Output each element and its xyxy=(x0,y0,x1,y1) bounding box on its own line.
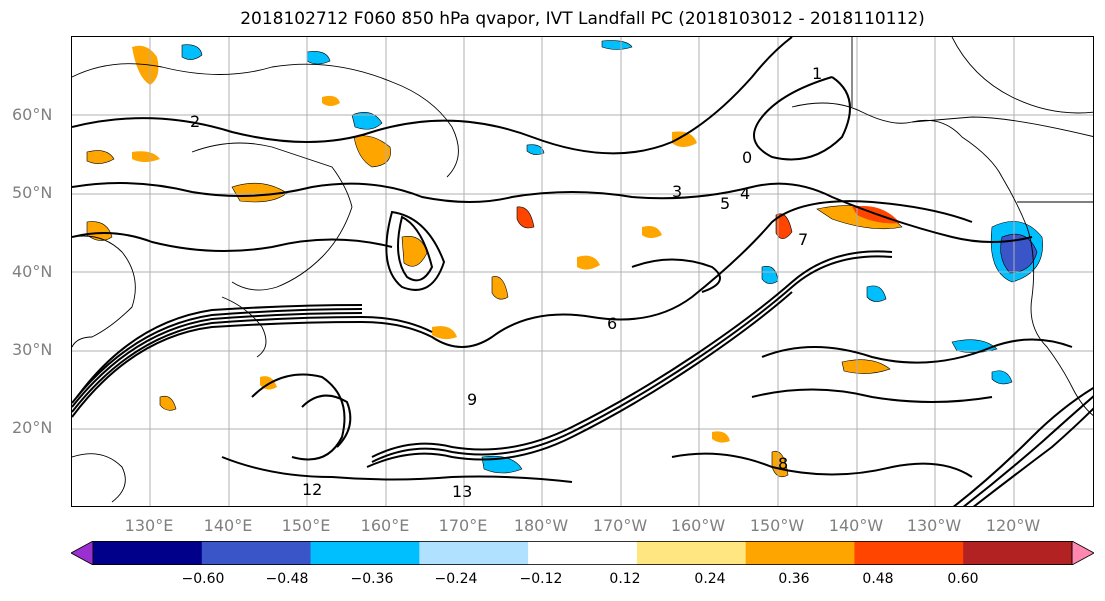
lon-label-130w: 130°W xyxy=(906,516,962,535)
colorbar-cell xyxy=(636,541,747,565)
lat-label-20n: 20°N xyxy=(12,418,53,437)
contour-label-9: 9 xyxy=(467,390,477,409)
colorbar-cell xyxy=(963,541,1073,565)
colorbar-tick: −0.48 xyxy=(265,571,309,587)
colorbar-tick: 0.36 xyxy=(778,571,810,587)
colorbar-tick: −0.60 xyxy=(181,571,225,587)
colorbar-tick: −0.12 xyxy=(519,571,563,587)
lon-label-150w: 150°W xyxy=(749,516,805,535)
contour-label-4: 4 xyxy=(740,184,750,203)
ivt-contours xyxy=(72,37,1093,506)
map-panel[interactable]: 0 1 2 3 4 5 6 7 8 9 12 13 xyxy=(71,36,1094,507)
colorbar-tick: 0.60 xyxy=(947,571,979,587)
lat-label-40n: 40°N xyxy=(12,262,53,281)
contour-label-12: 12 xyxy=(302,480,322,499)
coastlines xyxy=(72,37,1093,503)
colorbar-cell xyxy=(745,541,855,565)
contour-label-2: 2 xyxy=(190,112,200,131)
colorbar-tick: 0.12 xyxy=(609,571,641,587)
qvapor-shading xyxy=(86,40,1043,478)
graticule xyxy=(72,37,1093,506)
colorbar-cell xyxy=(93,541,203,565)
lat-label-60n: 60°N xyxy=(12,105,53,124)
lon-label-160e: 160°E xyxy=(360,516,410,535)
lon-label-130e: 130°E xyxy=(124,516,174,535)
map-title: 2018102712 F060 850 hPa qvapor, IVT Land… xyxy=(240,9,925,29)
colorbar-tick: 0.24 xyxy=(694,571,726,587)
contour-label-13: 13 xyxy=(452,482,472,501)
colorbar-tick: 0.48 xyxy=(862,571,894,587)
lon-label-120w: 120°W xyxy=(985,516,1041,535)
colorbar-cell xyxy=(71,541,94,565)
lon-label-170e: 170°E xyxy=(438,516,488,535)
colorbar-cell xyxy=(201,541,312,565)
contour-label-3: 3 xyxy=(672,182,682,201)
contour-label-0: 0 xyxy=(742,148,752,167)
colorbar-tick: −0.24 xyxy=(434,571,478,587)
contour-labels: 0 1 2 3 4 5 6 7 8 9 12 13 xyxy=(190,64,822,501)
lat-label-50n: 50°N xyxy=(12,183,53,202)
contour-label-8: 8 xyxy=(778,454,788,473)
colorbar-cell xyxy=(1071,541,1094,565)
lon-label-180w: 180°W xyxy=(513,516,569,535)
colorbar-tick: −0.36 xyxy=(350,571,394,587)
colorbar-cell xyxy=(419,541,529,565)
colorbar-cell xyxy=(528,541,638,565)
lon-label-160w: 160°W xyxy=(670,516,726,535)
lon-label-140w: 140°W xyxy=(828,516,884,535)
lon-label-140e: 140°E xyxy=(203,516,253,535)
colorbar-cell xyxy=(310,541,420,565)
colorbar-outline xyxy=(92,541,1073,565)
contour-label-1: 1 xyxy=(812,64,822,83)
colorbar xyxy=(71,541,1094,565)
contour-label-6: 6 xyxy=(607,314,617,333)
lon-label-150e: 150°E xyxy=(281,516,331,535)
lat-label-30n: 30°N xyxy=(12,340,53,359)
contour-label-7: 7 xyxy=(798,230,808,249)
contour-label-5: 5 xyxy=(720,194,730,213)
lon-label-170w: 170°W xyxy=(592,516,648,535)
colorbar-cell xyxy=(854,541,964,565)
